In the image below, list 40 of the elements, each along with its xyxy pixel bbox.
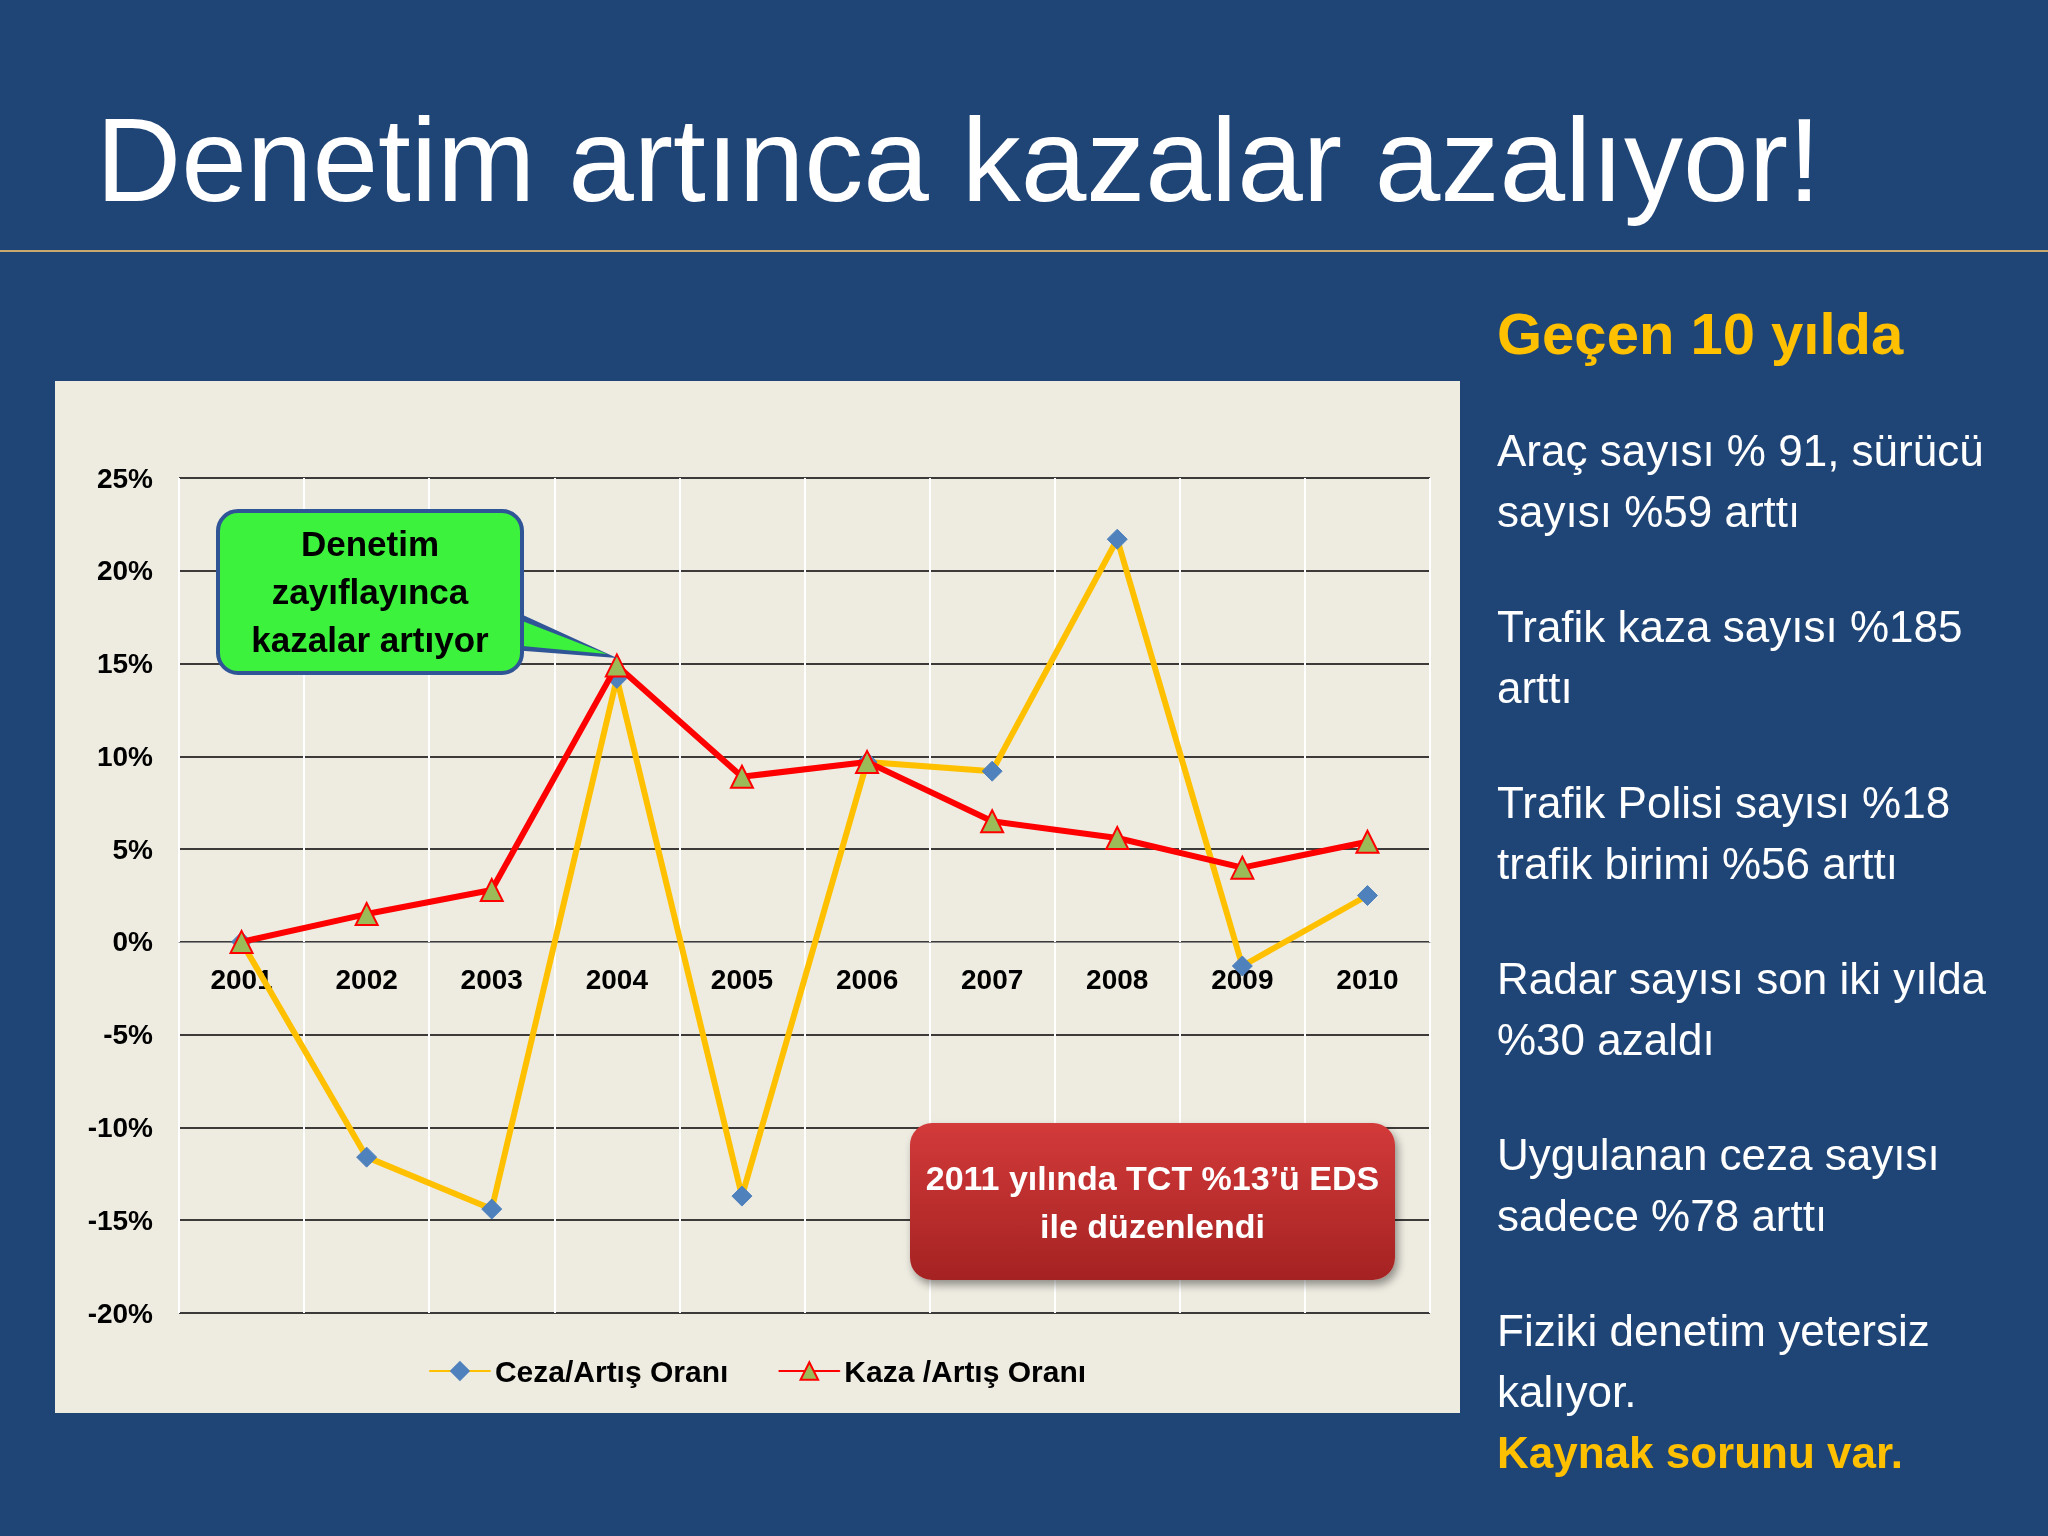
chart-title: Denetim artınca kazalar azalıyor! <box>96 93 1821 228</box>
point <box>354 902 379 927</box>
y-tick-label: 20% <box>96 555 154 587</box>
text: Fiziki denetim yetersiz kalıyor. <box>1497 1305 1931 1418</box>
point <box>1105 825 1130 850</box>
y-tick-label: -10% <box>87 1111 154 1143</box>
text: Geçen 10 yılda <box>1497 300 1904 367</box>
y-tick-label: 10% <box>96 740 154 772</box>
x-tick-label: 2002 <box>335 964 398 996</box>
point <box>1355 829 1380 854</box>
y-tick-label: -20% <box>87 1297 154 1329</box>
annotation: 2011 yılında TCT %13’ü EDS ile düzenlendi <box>910 1123 1395 1280</box>
point <box>980 809 1005 834</box>
text: Trafik Polisi sayısı %18 trafik birimi %56 arttı <box>1497 777 1952 890</box>
point <box>479 877 504 902</box>
x-tick-label: 2006 <box>835 964 899 996</box>
text: Trafik kaza sayısı %185 arttı <box>1497 601 1964 714</box>
y-tick-label: 5% <box>112 833 154 865</box>
legend-label: Kaza /Artış Oranı <box>844 1354 1087 1388</box>
text: Uygulanan ceza sayısı sadece %78 arttı <box>1497 1129 1941 1242</box>
text: Radar sayısı son iki yılda %30 azaldı <box>1497 953 1988 1066</box>
legend-label: Ceza/Artış Oranı <box>494 1354 729 1388</box>
x-tick-label: 2005 <box>710 964 774 996</box>
y-tick-label: 15% <box>96 648 154 680</box>
x-tick-label: 2003 <box>460 964 523 996</box>
x-tick-label: 2007 <box>961 964 1024 996</box>
point <box>1230 855 1255 880</box>
annotation: Denetim zayıflayınca kazalar artıyor <box>216 509 524 675</box>
y-tick-label: -15% <box>87 1204 154 1236</box>
y-tick-label: 25% <box>96 462 154 494</box>
x-tick-label: 2008 <box>1086 964 1149 996</box>
y-tick-label: -5% <box>103 1019 154 1051</box>
x-tick-label: 2009 <box>1211 964 1274 996</box>
text: Kaynak sorunu var. <box>1497 1427 1904 1479</box>
x-tick-label: 2010 <box>1336 964 1399 996</box>
x-tick-label: 2004 <box>585 964 649 996</box>
text: Araç sayısı % 91, sürücü sayısı %59 arttı <box>1497 425 1985 538</box>
point <box>604 653 629 678</box>
point <box>729 764 754 789</box>
y-tick-label: 0% <box>112 926 154 958</box>
